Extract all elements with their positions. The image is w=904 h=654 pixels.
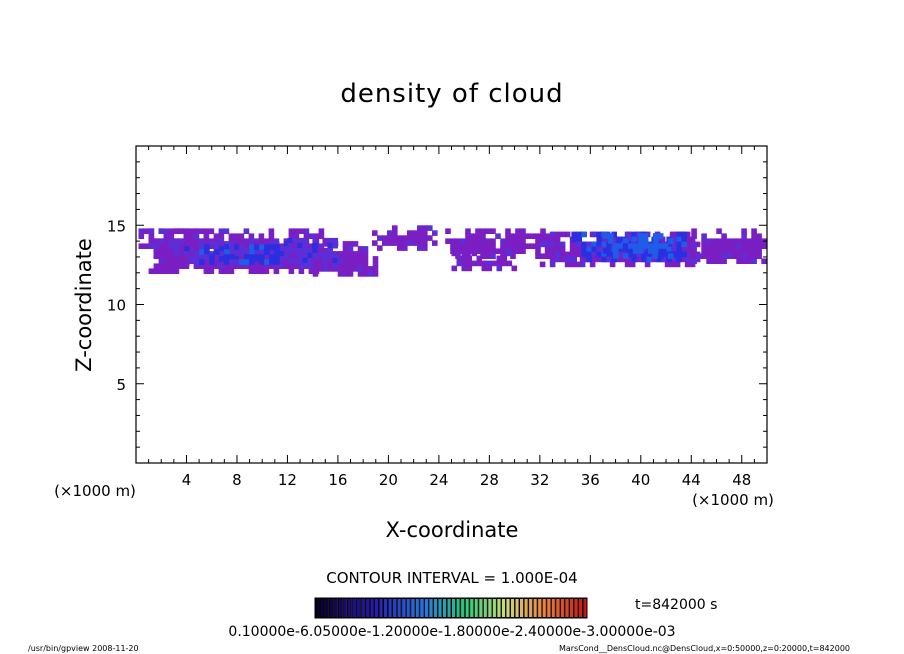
- cloud-region: [691, 228, 767, 264]
- x-tick-label: 24: [429, 471, 448, 489]
- y-tick-label: 5: [116, 376, 126, 394]
- cloud-region: [372, 225, 438, 251]
- y-axis-label: Z-coordinate: [72, 238, 96, 372]
- colorbar-frame: [314, 597, 588, 619]
- colorbar-labels: 0.10000e-6.05000e-1.20000e-1.80000e-2.40…: [228, 624, 675, 640]
- x-tick-label: 44: [682, 471, 701, 489]
- y-unit-label: (×1000 m): [54, 482, 136, 500]
- x-tick-label: 20: [379, 471, 398, 489]
- cloud-region: [571, 231, 687, 263]
- plot-frame: [135, 145, 768, 464]
- x-tick-label: 48: [732, 471, 751, 489]
- x-tick-label: 36: [581, 471, 600, 489]
- x-tick-label: 16: [328, 471, 347, 489]
- cloud-region: [199, 244, 280, 265]
- cloud-region: [602, 233, 674, 259]
- x-tick-label: 28: [480, 471, 499, 489]
- cloud-density-field: [138, 225, 767, 277]
- footer-left: /usr/bin/gpview 2008-11-20: [28, 644, 139, 653]
- time-label: t=842000 s: [635, 597, 717, 613]
- x-tick-label: 40: [631, 471, 650, 489]
- x-tick-label: 8: [232, 471, 242, 489]
- x-tick-label: 12: [278, 471, 297, 489]
- x-tick-label: 32: [530, 471, 549, 489]
- y-axis-ticks: 5 10 15: [107, 161, 767, 448]
- cloud-region: [287, 237, 343, 269]
- x-unit-label: (×1000 m): [692, 491, 774, 509]
- x-axis-ticks: 4 8 12 16 20 24 28 32 36 40 44 48: [148, 146, 755, 489]
- x-tick-label: 4: [182, 471, 192, 489]
- chart-title: density of cloud: [340, 79, 563, 109]
- contour-interval-label: CONTOUR INTERVAL = 1.000E-04: [326, 569, 577, 587]
- y-tick-label: 15: [107, 217, 126, 235]
- cloud-region: [451, 250, 518, 272]
- y-tick-label: 10: [107, 297, 126, 315]
- footer-right: MarsCond__DensCloud.nc@DensCloud,x=0:500…: [559, 644, 850, 653]
- x-axis-label: X-coordinate: [386, 518, 519, 542]
- cloud-region: [445, 228, 551, 259]
- colorbar: [315, 598, 587, 618]
